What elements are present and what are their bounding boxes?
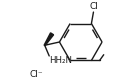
- Text: Cl⁻: Cl⁻: [30, 70, 43, 79]
- Text: Cl: Cl: [89, 2, 98, 11]
- Polygon shape: [44, 33, 54, 46]
- Text: HH₂N: HH₂N: [50, 56, 73, 65]
